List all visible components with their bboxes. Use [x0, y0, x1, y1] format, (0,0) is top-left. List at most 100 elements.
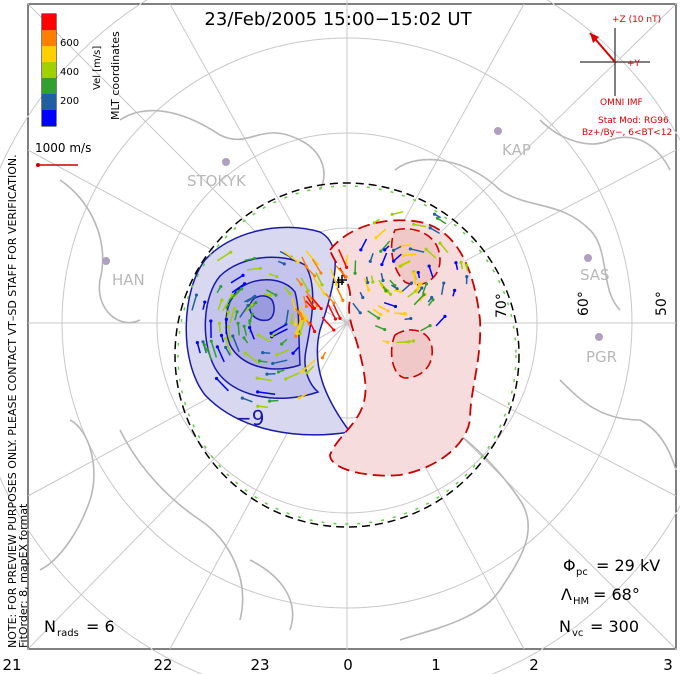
velocity-vector [216, 251, 232, 262]
station-marker-sas [584, 254, 592, 262]
velocity-vector-origin [409, 316, 413, 321]
imf-y-label: +Y [627, 59, 641, 69]
velocity-vector-origin [229, 250, 233, 254]
velocity-vector [352, 302, 361, 314]
velocity-vector [420, 324, 431, 332]
nvc-subscript: vc [572, 628, 583, 639]
preview-note: NOTE: FOR PREVIEW PURPOSES ONLY. PLEASE … [6, 154, 19, 648]
velocity-vector-origin [319, 306, 323, 311]
colorbar-swatch [42, 62, 56, 78]
velocity-vector [294, 307, 303, 320]
velocity-vector [258, 334, 272, 343]
velocity-vector-origin [435, 216, 440, 220]
phi-subscript: pc [576, 567, 588, 578]
velocity-vector-origin [383, 327, 387, 332]
velocity-vector-origin [284, 377, 288, 381]
velocity-vector-origin [367, 288, 371, 292]
velocity-vector-origin [256, 390, 260, 394]
velocity-vector [229, 308, 236, 324]
velocity-vector [283, 251, 299, 263]
velocity-vector-origin [358, 311, 362, 315]
velocity-vector-origin [422, 292, 426, 297]
velocity-vector-origin [231, 334, 235, 338]
velocity-vector-origin [389, 292, 393, 296]
velocity-vector [321, 316, 335, 331]
colorbar-tick-200: 200 [60, 96, 79, 107]
velocity-vector-origin [240, 287, 244, 291]
velocity-vector-origin [224, 345, 228, 349]
velocity-vector [367, 310, 379, 319]
velocity-vector-origin [393, 304, 398, 309]
velocity-vector [290, 312, 294, 323]
velocity-vector [336, 287, 344, 301]
velocity-vector-origin [392, 259, 396, 263]
velocity-vector [393, 253, 402, 262]
velocity-vector-origin [322, 292, 327, 296]
vector-scale-dot [36, 163, 40, 167]
positive-potential-cell [328, 219, 482, 477]
mlt-label-1: 1 [431, 656, 441, 674]
velocity-vector [400, 282, 412, 293]
lambda-subscript: HM [573, 596, 589, 607]
velocity-vector-origin [344, 275, 348, 279]
velocity-vector-origin [403, 312, 408, 316]
velocity-vector-origin [419, 281, 423, 286]
stat-lambda-hm: Λ HM = 68° [561, 585, 640, 607]
imf-vector-head [590, 33, 599, 43]
velocity-vector [285, 372, 300, 380]
velocity-vector-origin [250, 312, 254, 316]
velocity-vector [335, 265, 347, 278]
velocity-vector [246, 267, 261, 271]
station-label-pgr: PGR [586, 348, 617, 366]
velocity-vector-origin [275, 274, 279, 279]
velocity-vector-origin [320, 283, 324, 287]
velocity-vector-origin [424, 282, 429, 286]
velocity-vector-origin [305, 371, 309, 375]
velocity-vector-origin [209, 339, 213, 343]
velocity-vector-origin [424, 247, 428, 251]
station-marker-pgr [595, 333, 603, 341]
coordinates-label: MLT coordinates [109, 31, 122, 120]
lat-label-70: 70° [494, 293, 510, 318]
velocity-vector-origin [219, 285, 223, 289]
velocity-vector [216, 346, 225, 363]
velocity-vector-origin [217, 321, 222, 326]
lambda-value: = 68° [593, 585, 640, 604]
velocity-vector [375, 228, 387, 239]
velocity-vector [228, 288, 243, 302]
velocity-vector-origin [256, 404, 260, 408]
velocity-vector-origin [276, 370, 281, 374]
velocity-vector [305, 265, 316, 277]
velocity-vector-origin [223, 336, 227, 341]
velocity-vector-origin [416, 270, 420, 275]
velocity-vector [422, 283, 428, 294]
velocity-vector [206, 348, 213, 360]
velocity-vector-origin [312, 274, 317, 278]
velocity-vector [311, 258, 322, 274]
velocity-vector-origin [453, 288, 457, 292]
velocity-vector-origin [300, 317, 304, 321]
plot-frame [27, 3, 677, 650]
velocity-vector [415, 283, 422, 294]
velocity-vector-origin [411, 339, 416, 343]
velocity-vector-origin [251, 296, 256, 300]
imf-clock [580, 28, 650, 96]
colorbar-swatch [42, 46, 56, 62]
velocity-vector-origin [253, 256, 257, 261]
velocity-vector-origin [313, 329, 317, 334]
velocity-vector-origin [243, 351, 247, 355]
station-marker-kap [494, 127, 502, 135]
nvc-symbol: N [559, 617, 571, 636]
velocity-vector-origin [459, 260, 463, 264]
colorbar-swatch [42, 110, 56, 126]
velocity-vector-origin [338, 316, 342, 321]
velocity-vector [315, 272, 323, 286]
imf-z-label: +Z (10 nT) [612, 15, 661, 25]
velocity-vector-origin [374, 236, 378, 240]
imf-source: OMNI IMF [600, 98, 643, 108]
velocity-vector-origin [236, 321, 240, 325]
lat-label-60: 60° [576, 291, 592, 316]
velocity-vector-origin [195, 341, 199, 345]
velocity-vector [248, 327, 255, 340]
velocity-vector-origin [275, 353, 279, 357]
